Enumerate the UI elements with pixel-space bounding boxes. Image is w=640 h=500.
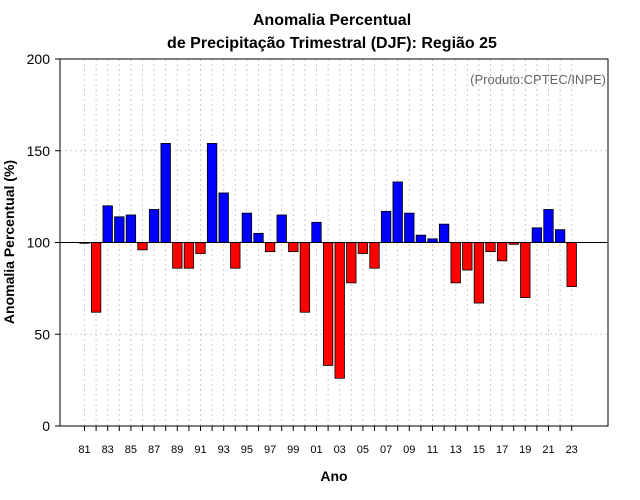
bar-05 [357, 242, 369, 254]
x-tick-label: 85 [125, 444, 137, 456]
y-tick-label: 100 [27, 235, 51, 251]
bar-82 [90, 242, 102, 313]
x-tick-label: 01 [310, 444, 322, 456]
bar-98 [276, 214, 287, 243]
y-axis-label: Anomalia Percentual (%) [1, 160, 17, 324]
bar-11 [427, 238, 438, 243]
bar-16 [485, 242, 496, 253]
x-tick-label: 07 [380, 444, 392, 456]
chart-title-line2: de Precipitação Trimestral (DJF): Região… [167, 35, 497, 52]
bar-12 [438, 223, 450, 243]
bar-88 [160, 143, 171, 243]
x-tick-label: 09 [403, 444, 415, 456]
bar-87 [148, 209, 160, 243]
bar-04 [346, 242, 357, 284]
bar-23 [566, 242, 577, 287]
bar-93 [218, 192, 229, 243]
bar-15 [473, 242, 485, 304]
grid [60, 59, 608, 426]
chart-title-line1: Anomalia Percentual [253, 12, 411, 29]
bar-90 [183, 242, 195, 269]
x-tick-label: 93 [218, 444, 230, 456]
bar-22 [554, 229, 566, 243]
x-axis-label: Ano [320, 468, 347, 484]
bar-86 [137, 242, 148, 251]
x-tick-label: 99 [287, 444, 299, 456]
x-tick-label: 17 [496, 444, 508, 456]
x-tick-label: 13 [450, 444, 462, 456]
bar-85 [125, 214, 137, 243]
y-tick-label: 150 [27, 143, 51, 159]
x-tick-label: 89 [171, 444, 183, 456]
x-tick-label: 03 [334, 444, 346, 456]
bar-07 [380, 210, 392, 243]
bar-01 [311, 221, 322, 243]
x-tick-label: 15 [473, 444, 485, 456]
x-tick-label: 11 [427, 444, 438, 456]
bar-20 [531, 227, 543, 243]
bar-84 [114, 216, 125, 243]
bar-97 [264, 242, 276, 253]
y-tick-label: 0 [42, 418, 50, 434]
x-tick-label: 97 [264, 444, 276, 456]
bar-95 [241, 212, 253, 243]
bar-06 [369, 242, 380, 269]
x-tick-label: 91 [194, 444, 206, 456]
bar-83 [102, 205, 113, 243]
bar-91 [195, 242, 206, 254]
bar-89 [172, 242, 183, 269]
credit-label: (Produto:CPTEC/INPE) [470, 72, 606, 87]
bar-92 [206, 143, 218, 243]
y-tick-label: 50 [34, 326, 50, 342]
x-tick-label: 23 [566, 444, 578, 456]
x-tick-label: 05 [357, 444, 369, 456]
bar-02 [322, 242, 334, 366]
x-tick-label: 81 [78, 444, 90, 456]
bar-13 [450, 242, 461, 284]
bar-94 [230, 242, 241, 269]
bar-00 [299, 242, 311, 313]
bar-09 [404, 212, 415, 243]
x-tick-label: 21 [542, 444, 554, 456]
y-tick-label: 200 [27, 51, 51, 67]
bar-14 [462, 242, 473, 271]
bar-03 [334, 242, 345, 379]
bar-96 [253, 232, 264, 243]
x-tick-label: 19 [519, 444, 531, 456]
x-tick-label: 83 [102, 444, 114, 456]
x-tick-label: 87 [148, 444, 160, 456]
x-tick-label: 95 [241, 444, 253, 456]
bar-08 [392, 181, 403, 243]
bar-17 [496, 242, 508, 262]
bar-21 [543, 209, 554, 243]
x-axis: 81 83 85 87 89 91 93 95 97 99 01 03 05 07 09 11 13 15 17 19… [78, 426, 578, 456]
bars [79, 143, 577, 379]
bar-19 [520, 242, 531, 298]
bar-10 [415, 234, 427, 243]
y-axis: 0 50 100 150 200 [27, 51, 60, 434]
bar-99 [288, 242, 299, 253]
